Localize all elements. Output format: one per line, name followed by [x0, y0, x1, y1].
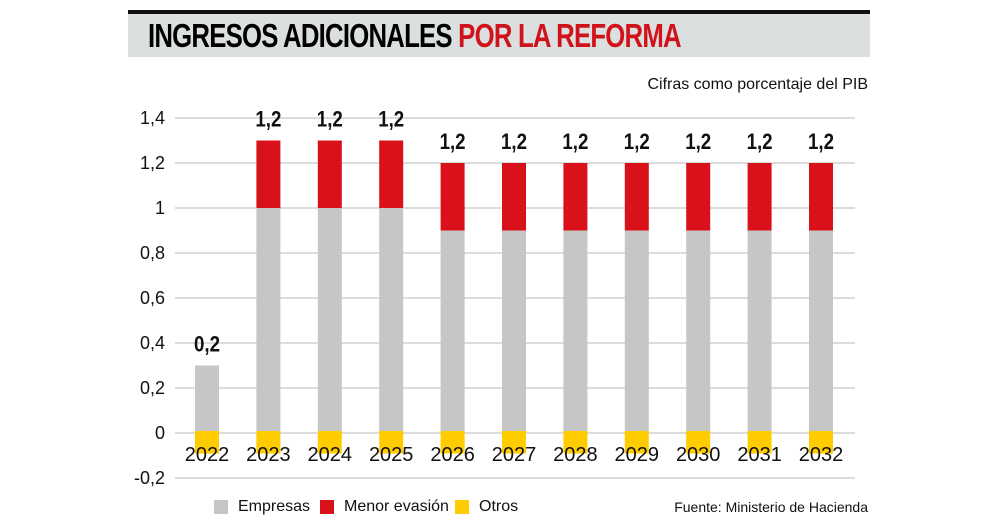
bar-menor-evasion [624, 163, 649, 231]
x-tick-label: 2026 [430, 444, 475, 466]
bar-otros [379, 431, 404, 454]
bar-empresas [379, 208, 404, 433]
data-label-total: 1,2 [624, 131, 650, 155]
data-label-total: 1,2 [255, 108, 281, 132]
bar-menor-evasion [809, 163, 833, 231]
bar-empresas [563, 230, 588, 433]
y-tick-label: 0,4 [140, 333, 165, 353]
chart-title: INGRESOS ADICIONALES POR LA REFORMA [148, 17, 682, 55]
y-tick-label: 0,6 [140, 288, 165, 308]
source-note: Fuente: Ministerio de Hacienda [674, 499, 868, 515]
legend-item-menor-evasion: Menor evasión [320, 498, 449, 516]
y-tick-label: 1,2 [140, 153, 165, 173]
y-tick-label: 0,2 [140, 378, 165, 398]
legend-item-otros: Otros [455, 498, 518, 516]
bar-empresas [317, 208, 342, 433]
bar-empresas [195, 365, 219, 433]
bar-otros [256, 431, 281, 454]
x-tick-label: 2030 [676, 444, 721, 466]
bar-menor-evasion [256, 140, 281, 208]
x-tick-label: 2032 [799, 444, 844, 466]
data-label-total: 1,2 [808, 131, 834, 155]
bar-otros [624, 431, 649, 454]
x-tick-label: 2029 [615, 444, 660, 466]
x-tick-label: 2028 [553, 444, 598, 466]
data-label-total: 1,2 [317, 108, 343, 132]
bar-menor-evasion [502, 163, 526, 231]
data-label-total: 0,2 [194, 333, 220, 357]
bar-empresas [624, 230, 649, 433]
legend-swatch [455, 500, 469, 514]
bar-menor-evasion [686, 163, 711, 231]
y-tick-label: 1 [155, 198, 165, 218]
bar-otros [440, 431, 465, 454]
data-label-total: 1,2 [378, 108, 404, 132]
bar-empresas [256, 208, 281, 433]
title-bar: INGRESOS ADICIONALES POR LA REFORMA [128, 10, 870, 57]
x-tick-label: 2024 [308, 444, 353, 466]
bar-menor-evasion [563, 163, 588, 231]
bar-otros [809, 431, 833, 454]
bar-empresas [747, 230, 772, 433]
bar-menor-evasion [379, 140, 404, 208]
y-tick-label: 0,8 [140, 243, 165, 263]
bar-otros [686, 431, 711, 454]
legend-swatch [214, 500, 228, 514]
bar-empresas [809, 230, 833, 433]
bar-empresas [502, 230, 526, 433]
bar-menor-evasion [317, 140, 342, 208]
title-black: INGRESOS ADICIONALES [148, 17, 453, 54]
data-label-total: 1,2 [501, 131, 527, 155]
legend-swatch [320, 500, 334, 514]
legend-label: Menor evasión [344, 498, 449, 515]
y-tick-label: -0,2 [134, 468, 165, 488]
x-tick-label: 2025 [369, 444, 414, 466]
data-label-total: 1,2 [562, 131, 588, 155]
x-tick-label: 2031 [737, 444, 782, 466]
x-tick-label: 2022 [185, 444, 230, 466]
x-tick-label: 2027 [492, 444, 537, 466]
y-tick-label: 0 [155, 423, 165, 443]
y-tick-label: 1,4 [140, 108, 165, 128]
bar-empresas [686, 230, 711, 433]
data-label-total: 1,2 [440, 131, 466, 155]
legend-item-empresas: Empresas [214, 498, 310, 516]
bar-otros [747, 431, 772, 454]
title-red: POR LA REFORMA [458, 17, 681, 54]
x-tick-label: 2023 [246, 444, 291, 466]
bar-otros [563, 431, 588, 454]
legend-label: Otros [479, 498, 519, 515]
bar-otros [195, 431, 219, 454]
data-label-total: 1,2 [685, 131, 711, 155]
bar-empresas [440, 230, 465, 433]
legend-label: Empresas [238, 498, 311, 515]
bar-otros [317, 431, 342, 454]
bar-otros [502, 431, 526, 454]
bar-menor-evasion [440, 163, 465, 231]
data-label-total: 1,2 [747, 131, 773, 155]
chart-subtitle: Cifras como porcentaje del PIB [647, 76, 868, 93]
bar-menor-evasion [747, 163, 772, 231]
